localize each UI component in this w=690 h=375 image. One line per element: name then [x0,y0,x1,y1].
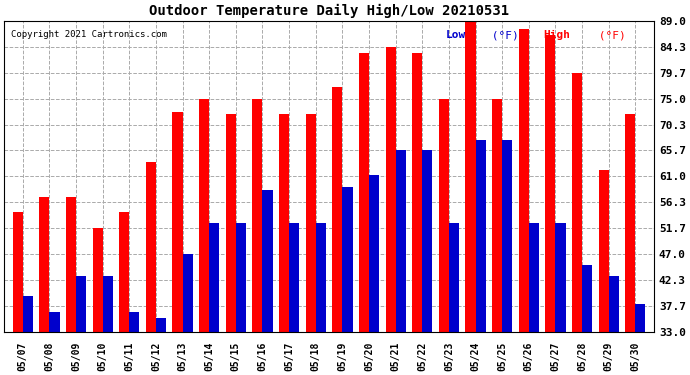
Bar [289,224,299,332]
Bar [316,224,326,332]
Text: (°F): (°F) [485,30,519,40]
Bar [146,162,156,332]
Bar [449,224,459,332]
Bar [23,296,33,332]
Bar [253,99,262,332]
Bar [12,212,23,332]
Bar [236,224,246,332]
Bar [306,114,316,332]
Bar [156,318,166,332]
Bar [129,312,139,332]
Bar [439,99,449,332]
Bar [172,112,183,332]
Bar [466,21,475,332]
Bar [572,72,582,332]
Bar [333,87,342,332]
Text: High: High [544,30,571,40]
Bar [519,29,529,332]
Bar [545,35,555,332]
Bar [395,150,406,332]
Bar [625,114,635,332]
Bar [582,265,592,332]
Bar [369,175,379,332]
Bar [119,212,129,332]
Bar [555,224,566,332]
Bar [529,224,539,332]
Bar [39,197,50,332]
Bar [412,53,422,332]
Text: Copyright 2021 Cartronics.com: Copyright 2021 Cartronics.com [10,30,166,39]
Bar [599,170,609,332]
Bar [226,114,236,332]
Text: Low: Low [446,30,466,40]
Bar [66,197,76,332]
Bar [103,276,113,332]
Bar [76,276,86,332]
Bar [475,140,486,332]
Title: Outdoor Temperature Daily High/Low 20210531: Outdoor Temperature Daily High/Low 20210… [149,4,509,18]
Bar [262,190,273,332]
Bar [492,99,502,332]
Bar [342,188,353,332]
Bar [609,276,619,332]
Bar [279,114,289,332]
Bar [50,312,59,332]
Text: (°F): (°F) [592,30,626,40]
Bar [183,254,193,332]
Bar [359,53,369,332]
Bar [386,47,395,332]
Bar [422,150,433,332]
Bar [502,140,512,332]
Bar [209,224,219,332]
Bar [635,304,645,332]
Bar [199,99,209,332]
Bar [92,228,103,332]
